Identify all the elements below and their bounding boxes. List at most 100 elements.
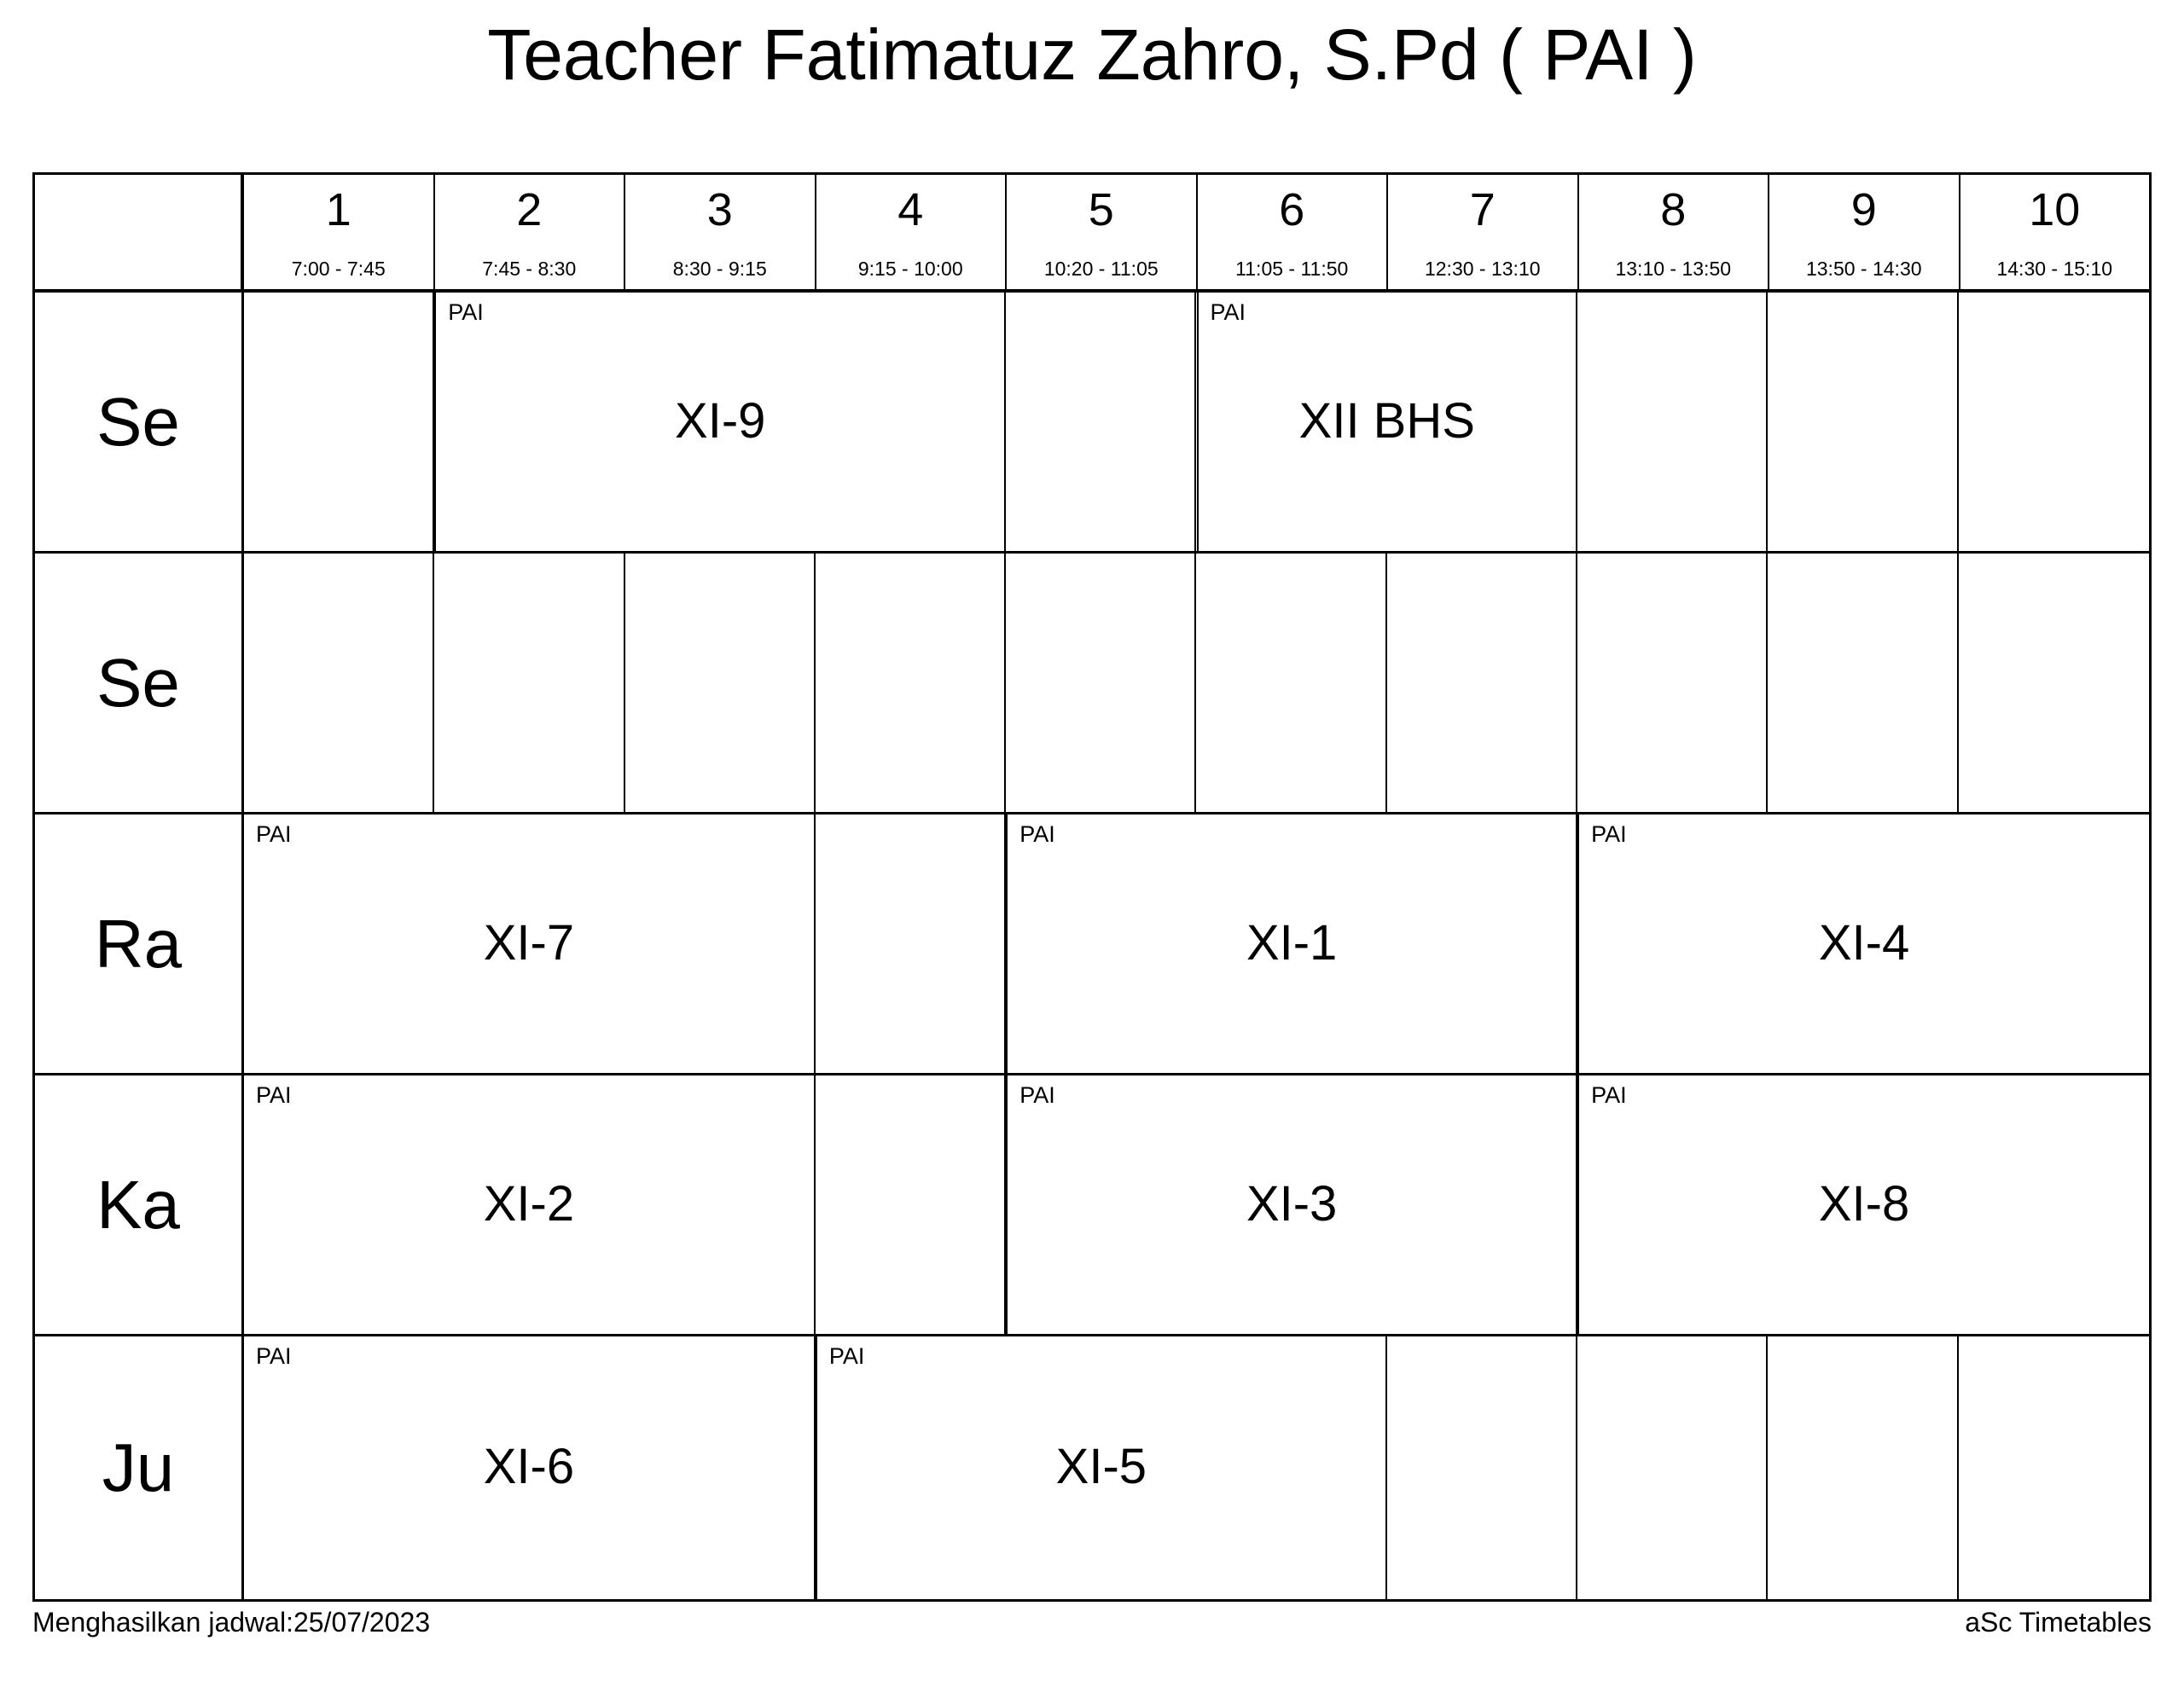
period-time-range: 10:20 - 11:05: [1043, 258, 1159, 280]
lesson-block[interactable]: PAI XI-8: [1577, 1075, 2149, 1334]
day-label: Ra: [35, 815, 244, 1073]
timetable-grid: 1 7:00 - 7:45 2 7:45 - 8:30 3 8:30 - 9:15 4 9:1…: [32, 172, 2152, 1602]
period-number: 10: [2029, 184, 2081, 235]
lesson-block[interactable]: PAI XI-6: [244, 1336, 816, 1599]
lesson-subject: PAI: [448, 299, 484, 325]
empty-slot[interactable]: [434, 554, 625, 812]
empty-slot[interactable]: [816, 554, 1007, 812]
lesson-class: XI-1: [1246, 914, 1338, 971]
day-row: Se PAI XI-9 PAI XII BHS: [35, 293, 2149, 554]
lesson-class: XI-6: [483, 1438, 575, 1494]
header-corner-cell: [35, 175, 244, 289]
lesson-class: XI-2: [483, 1175, 575, 1232]
period-time-range: 8:30 - 9:15: [672, 258, 767, 280]
lesson-class: XII BHS: [1298, 392, 1475, 449]
footer-brand: aSc Timetables: [1965, 1607, 2152, 1638]
empty-slot[interactable]: [1959, 293, 2149, 551]
period-time-range: 13:10 - 13:50: [1615, 258, 1732, 280]
lesson-block[interactable]: PAI XI-5: [815, 1336, 1387, 1599]
period-header-3: 3 8:30 - 9:15: [625, 175, 816, 289]
period-header-row: 1 7:00 - 7:45 2 7:45 - 8:30 3 8:30 - 9:15 4 9:1…: [35, 175, 2149, 293]
period-number: 9: [1850, 184, 1877, 235]
day-slots: PAI XI-6 PAI XI-5: [244, 1336, 2149, 1599]
empty-slot[interactable]: [244, 293, 435, 551]
lesson-class: XI-8: [1818, 1175, 1910, 1232]
period-number: 4: [897, 184, 924, 235]
period-time-range: 13:50 - 14:30: [1805, 258, 1922, 280]
day-label: Ju: [35, 1336, 244, 1599]
empty-slot[interactable]: [1577, 293, 1769, 551]
empty-slot[interactable]: [244, 554, 435, 812]
period-time-range: 7:00 - 7:45: [291, 258, 386, 280]
day-label: Ka: [35, 1075, 244, 1334]
period-number: 3: [706, 184, 733, 235]
empty-slot[interactable]: [1959, 1336, 2149, 1599]
lesson-class: XI-5: [1055, 1438, 1147, 1494]
day-row: Ju PAI XI-6 PAI XI-5: [35, 1336, 2149, 1599]
lesson-subject: PAI: [1591, 1082, 1627, 1108]
period-header-1: 1 7:00 - 7:45: [244, 175, 435, 289]
day-row: Se: [35, 554, 2149, 815]
lesson-class: XI-3: [1246, 1175, 1338, 1232]
day-slots: PAI XI-9 PAI XII BHS: [244, 293, 2149, 551]
period-header-5: 5 10:20 - 11:05: [1007, 175, 1198, 289]
period-number: 7: [1469, 184, 1496, 235]
lesson-block[interactable]: PAI XII BHS: [1196, 293, 1578, 551]
lesson-class: XI-4: [1818, 914, 1910, 971]
lesson-subject: PAI: [1210, 299, 1246, 325]
lesson-block[interactable]: PAI XI-4: [1577, 815, 2149, 1073]
lesson-block[interactable]: PAI XI-2: [244, 1075, 816, 1334]
footer-generated-date: Menghasilkan jadwal:25/07/2023: [32, 1607, 431, 1638]
period-header-9: 9 13:50 - 14:30: [1769, 175, 1960, 289]
lesson-class: XI-7: [483, 914, 575, 971]
empty-slot[interactable]: [1006, 293, 1197, 551]
day-row: Ra PAI XI-7 PAI XI-1 PAI XI-4: [35, 815, 2149, 1075]
lesson-block[interactable]: PAI XI-3: [1006, 1075, 1578, 1334]
period-time-range: 14:30 - 15:10: [1996, 258, 2113, 280]
lesson-class: XI-9: [675, 392, 766, 449]
empty-slot[interactable]: [1387, 1336, 1578, 1599]
empty-slot[interactable]: [1577, 1336, 1769, 1599]
period-header-6: 6 11:05 - 11:50: [1198, 175, 1388, 289]
day-row: Ka PAI XI-2 PAI XI-3 PAI XI-8: [35, 1075, 2149, 1336]
empty-slot[interactable]: [1006, 554, 1197, 812]
day-slots: PAI XI-2 PAI XI-3 PAI XI-8: [244, 1075, 2149, 1334]
period-time-range: 7:45 - 8:30: [482, 258, 577, 280]
day-slots: PAI XI-7 PAI XI-1 PAI XI-4: [244, 815, 2149, 1073]
day-label: Se: [35, 554, 244, 812]
day-slots: [244, 554, 2149, 812]
period-header-8: 8 13:10 - 13:50: [1579, 175, 1769, 289]
day-rows-container: Se PAI XI-9 PAI XII BHS Se Ra PAI XI-7 PAI XI-1 PAI…: [35, 293, 2149, 1599]
lesson-subject: PAI: [1019, 1082, 1055, 1108]
empty-slot[interactable]: [1197, 554, 1387, 812]
lesson-block[interactable]: PAI XI-7: [244, 815, 816, 1073]
period-time-range: 12:30 - 13:10: [1424, 258, 1541, 280]
period-header-4: 4 9:15 - 10:00: [816, 175, 1007, 289]
empty-slot[interactable]: [1768, 1336, 1959, 1599]
lesson-subject: PAI: [1591, 821, 1627, 847]
period-header-2: 2 7:45 - 8:30: [435, 175, 625, 289]
empty-slot[interactable]: [816, 1075, 1007, 1334]
empty-slot[interactable]: [625, 554, 816, 812]
lesson-subject: PAI: [1019, 821, 1055, 847]
period-header-10: 10 14:30 - 15:10: [1960, 175, 2150, 289]
empty-slot[interactable]: [1959, 554, 2149, 812]
empty-slot[interactable]: [816, 815, 1007, 1073]
lesson-subject: PAI: [256, 821, 292, 847]
empty-slot[interactable]: [1768, 554, 1959, 812]
empty-slot[interactable]: [1768, 293, 1959, 551]
lesson-block[interactable]: PAI XI-1: [1006, 815, 1578, 1073]
empty-slot[interactable]: [1387, 554, 1578, 812]
page-title: Teacher Fatimatuz Zahro, S.Pd ( PAI ): [487, 14, 1697, 95]
lesson-block[interactable]: PAI XI-9: [434, 293, 1007, 551]
period-number: 1: [325, 184, 351, 235]
lesson-subject: PAI: [828, 1343, 865, 1369]
period-header-7: 7 12:30 - 13:10: [1388, 175, 1579, 289]
empty-slot[interactable]: [1577, 554, 1769, 812]
lesson-subject: PAI: [256, 1082, 292, 1108]
period-number: 8: [1660, 184, 1687, 235]
period-number: 2: [516, 184, 543, 235]
period-number: 6: [1279, 184, 1305, 235]
day-label: Se: [35, 293, 244, 551]
